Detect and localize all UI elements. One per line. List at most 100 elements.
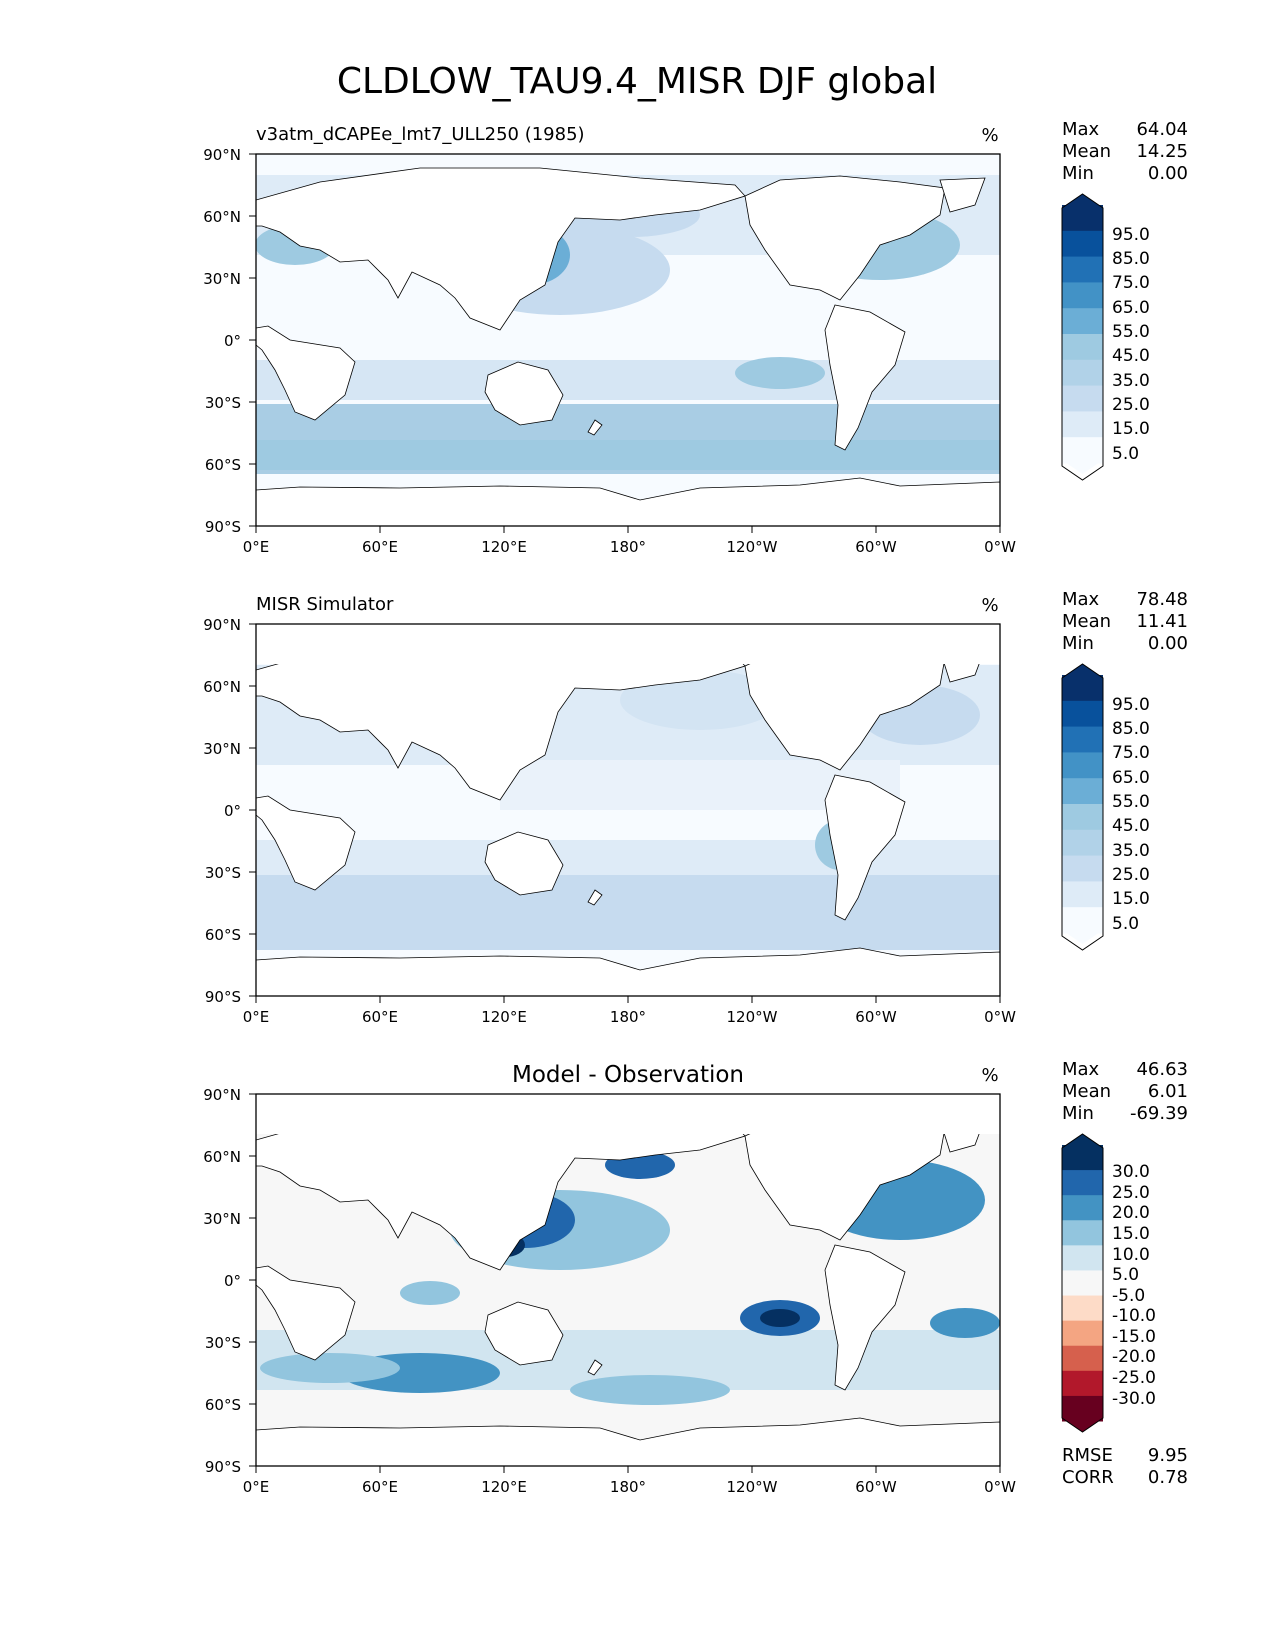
colorbar-tick-label: 55.0 bbox=[1112, 322, 1150, 342]
stat-min-value: 0.00 bbox=[1148, 163, 1188, 184]
colorbar-cell bbox=[1062, 385, 1103, 412]
lat-tick-label: 60°S bbox=[205, 926, 241, 944]
colorbar-tick-label: 35.0 bbox=[1112, 371, 1150, 391]
panel-diff-unit: % bbox=[981, 1065, 998, 1086]
colorbar-cell bbox=[1062, 1220, 1103, 1246]
stat-max-value: 78.48 bbox=[1136, 589, 1188, 610]
panel-diff-ticks bbox=[249, 1093, 1001, 1473]
stat-mean-value: 14.25 bbox=[1136, 141, 1188, 162]
lat-tick-label: 0° bbox=[224, 802, 241, 820]
south-america bbox=[824, 774, 906, 921]
colorbar-tick-label: 20.0 bbox=[1112, 1203, 1150, 1223]
colorbar-cell bbox=[1062, 1170, 1103, 1196]
colorbar-tick-label: -10.0 bbox=[1112, 1306, 1156, 1326]
colorbar-tick-labels: 30.0 25.0 20.0 15.0 10.0 5.0 -5.0 -10.0 … bbox=[1112, 1162, 1156, 1409]
stat-min-value: 0.00 bbox=[1148, 633, 1188, 654]
colorbar-cell bbox=[1062, 907, 1103, 934]
colorbar-cell bbox=[1062, 411, 1103, 438]
colorbar-cell bbox=[1062, 752, 1103, 779]
colorbar-tick-labels: 95.0 85.0 75.0 65.0 55.0 45.0 35.0 25.0 … bbox=[1112, 695, 1150, 934]
lat-tick-label: 90°S bbox=[205, 1458, 241, 1476]
indian-ocean-positive bbox=[400, 1281, 460, 1305]
colorbar-tick-label: -20.0 bbox=[1112, 1347, 1156, 1367]
lon-tick-label: 180° bbox=[610, 1478, 646, 1496]
colorbar-extend-top bbox=[1062, 664, 1103, 678]
lon-tick-label: 60°E bbox=[362, 1478, 398, 1496]
figure-title: CLDLOW_TAU9.4_MISR DJF global bbox=[337, 61, 937, 102]
panel-model-lat-labels: 90°N 60°N 30°N 0° 30°S 60°S 90°S bbox=[203, 146, 241, 536]
colorbar-cell bbox=[1062, 778, 1103, 805]
lon-tick-label: 60°W bbox=[855, 1478, 897, 1496]
stat-label: Min bbox=[1062, 163, 1094, 184]
lat-tick-label: 90°N bbox=[203, 146, 241, 164]
colorbar-cell bbox=[1062, 282, 1103, 309]
south-america bbox=[824, 304, 906, 451]
lon-tick-label: 0°E bbox=[243, 1008, 270, 1026]
colorbar-cell bbox=[1062, 829, 1103, 857]
lat-tick-label: 30°S bbox=[205, 864, 241, 882]
southern-ocean-core bbox=[256, 440, 1000, 470]
colorbar-extend-top bbox=[1062, 194, 1103, 208]
panel-obs-title: MISR Simulator bbox=[256, 594, 394, 615]
lat-tick-label: 30°S bbox=[205, 1334, 241, 1352]
lon-tick-label: 120°E bbox=[481, 1008, 527, 1026]
south-pacific-positive bbox=[570, 1375, 730, 1405]
lon-tick-label: 180° bbox=[610, 538, 646, 556]
colorbar-outline bbox=[1061, 193, 1104, 481]
colorbar-tick-label: 45.0 bbox=[1112, 816, 1150, 836]
australia bbox=[484, 361, 564, 426]
panel-model-ticks bbox=[249, 153, 1001, 533]
new-zealand bbox=[587, 419, 603, 436]
colorbar-cell bbox=[1062, 437, 1103, 464]
panel-diff-stats: Max 46.63 Mean 6.01 Min -69.39 bbox=[1062, 1059, 1188, 1124]
south-atlantic-stratocumulus bbox=[930, 1308, 1000, 1338]
colorbar-extend-bottom bbox=[1062, 1418, 1103, 1432]
lon-tick-label: 120°W bbox=[727, 1478, 778, 1496]
panel-model-unit: % bbox=[981, 125, 998, 146]
antarctica bbox=[256, 477, 1000, 526]
lat-tick-label: 0° bbox=[224, 1272, 241, 1290]
colorbar-tick-label: 45.0 bbox=[1112, 346, 1150, 366]
colorbar-tick-label: 15.0 bbox=[1112, 1224, 1150, 1244]
lat-tick-label: 30°N bbox=[203, 1210, 241, 1228]
lon-tick-label: 60°W bbox=[855, 1008, 897, 1026]
colorbar-tick-label: 95.0 bbox=[1112, 225, 1150, 245]
lon-tick-label: 120°W bbox=[727, 538, 778, 556]
stat-label: Max bbox=[1062, 589, 1100, 610]
panel-obs-unit: % bbox=[981, 595, 998, 616]
colorbar-tick-label: 55.0 bbox=[1112, 792, 1150, 812]
eurasia bbox=[256, 167, 746, 331]
southern-ocean-cloud-band bbox=[256, 870, 1000, 950]
rmse-label: RMSE bbox=[1062, 1445, 1113, 1466]
new-zealand bbox=[587, 889, 603, 906]
lat-tick-label: 60°N bbox=[203, 1148, 241, 1166]
lon-tick-label: 60°W bbox=[855, 538, 897, 556]
colorbar-cell bbox=[1062, 359, 1103, 387]
lon-tick-label: 120°W bbox=[727, 1008, 778, 1026]
panel-obs: MISR Simulator % 9 bbox=[203, 589, 1188, 1026]
no-data-arctic bbox=[256, 1094, 1000, 1134]
stat-label: Mean bbox=[1062, 141, 1111, 162]
colorbar-tick-label: 25.0 bbox=[1112, 865, 1150, 885]
stat-mean-value: 11.41 bbox=[1136, 611, 1188, 632]
lat-tick-label: 90°S bbox=[205, 518, 241, 536]
lon-tick-label: 0°E bbox=[243, 1478, 270, 1496]
africa bbox=[256, 1265, 356, 1361]
lon-tick-label: 120°E bbox=[481, 1478, 527, 1496]
stat-label: Min bbox=[1062, 1103, 1094, 1124]
stat-label: Mean bbox=[1062, 1081, 1111, 1102]
panel-diff-title: Model - Observation bbox=[512, 1062, 744, 1088]
lon-tick-label: 0°W bbox=[984, 1478, 1016, 1496]
colorbar-extend-top bbox=[1062, 1134, 1103, 1148]
stat-label: Mean bbox=[1062, 611, 1111, 632]
colorbar-cell bbox=[1062, 1320, 1103, 1347]
australia bbox=[484, 1301, 564, 1366]
colorbar-tick-label: 95.0 bbox=[1112, 695, 1150, 715]
colorbar-tick-label: 5.0 bbox=[1112, 1265, 1139, 1285]
colorbar-cell bbox=[1062, 1270, 1103, 1297]
se-pacific-stratocumulus bbox=[735, 357, 825, 389]
lon-tick-label: 60°E bbox=[362, 538, 398, 556]
colorbar-cell bbox=[1062, 855, 1103, 882]
lat-tick-label: 90°N bbox=[203, 616, 241, 634]
colorbar-tick-label: -15.0 bbox=[1112, 1327, 1156, 1347]
